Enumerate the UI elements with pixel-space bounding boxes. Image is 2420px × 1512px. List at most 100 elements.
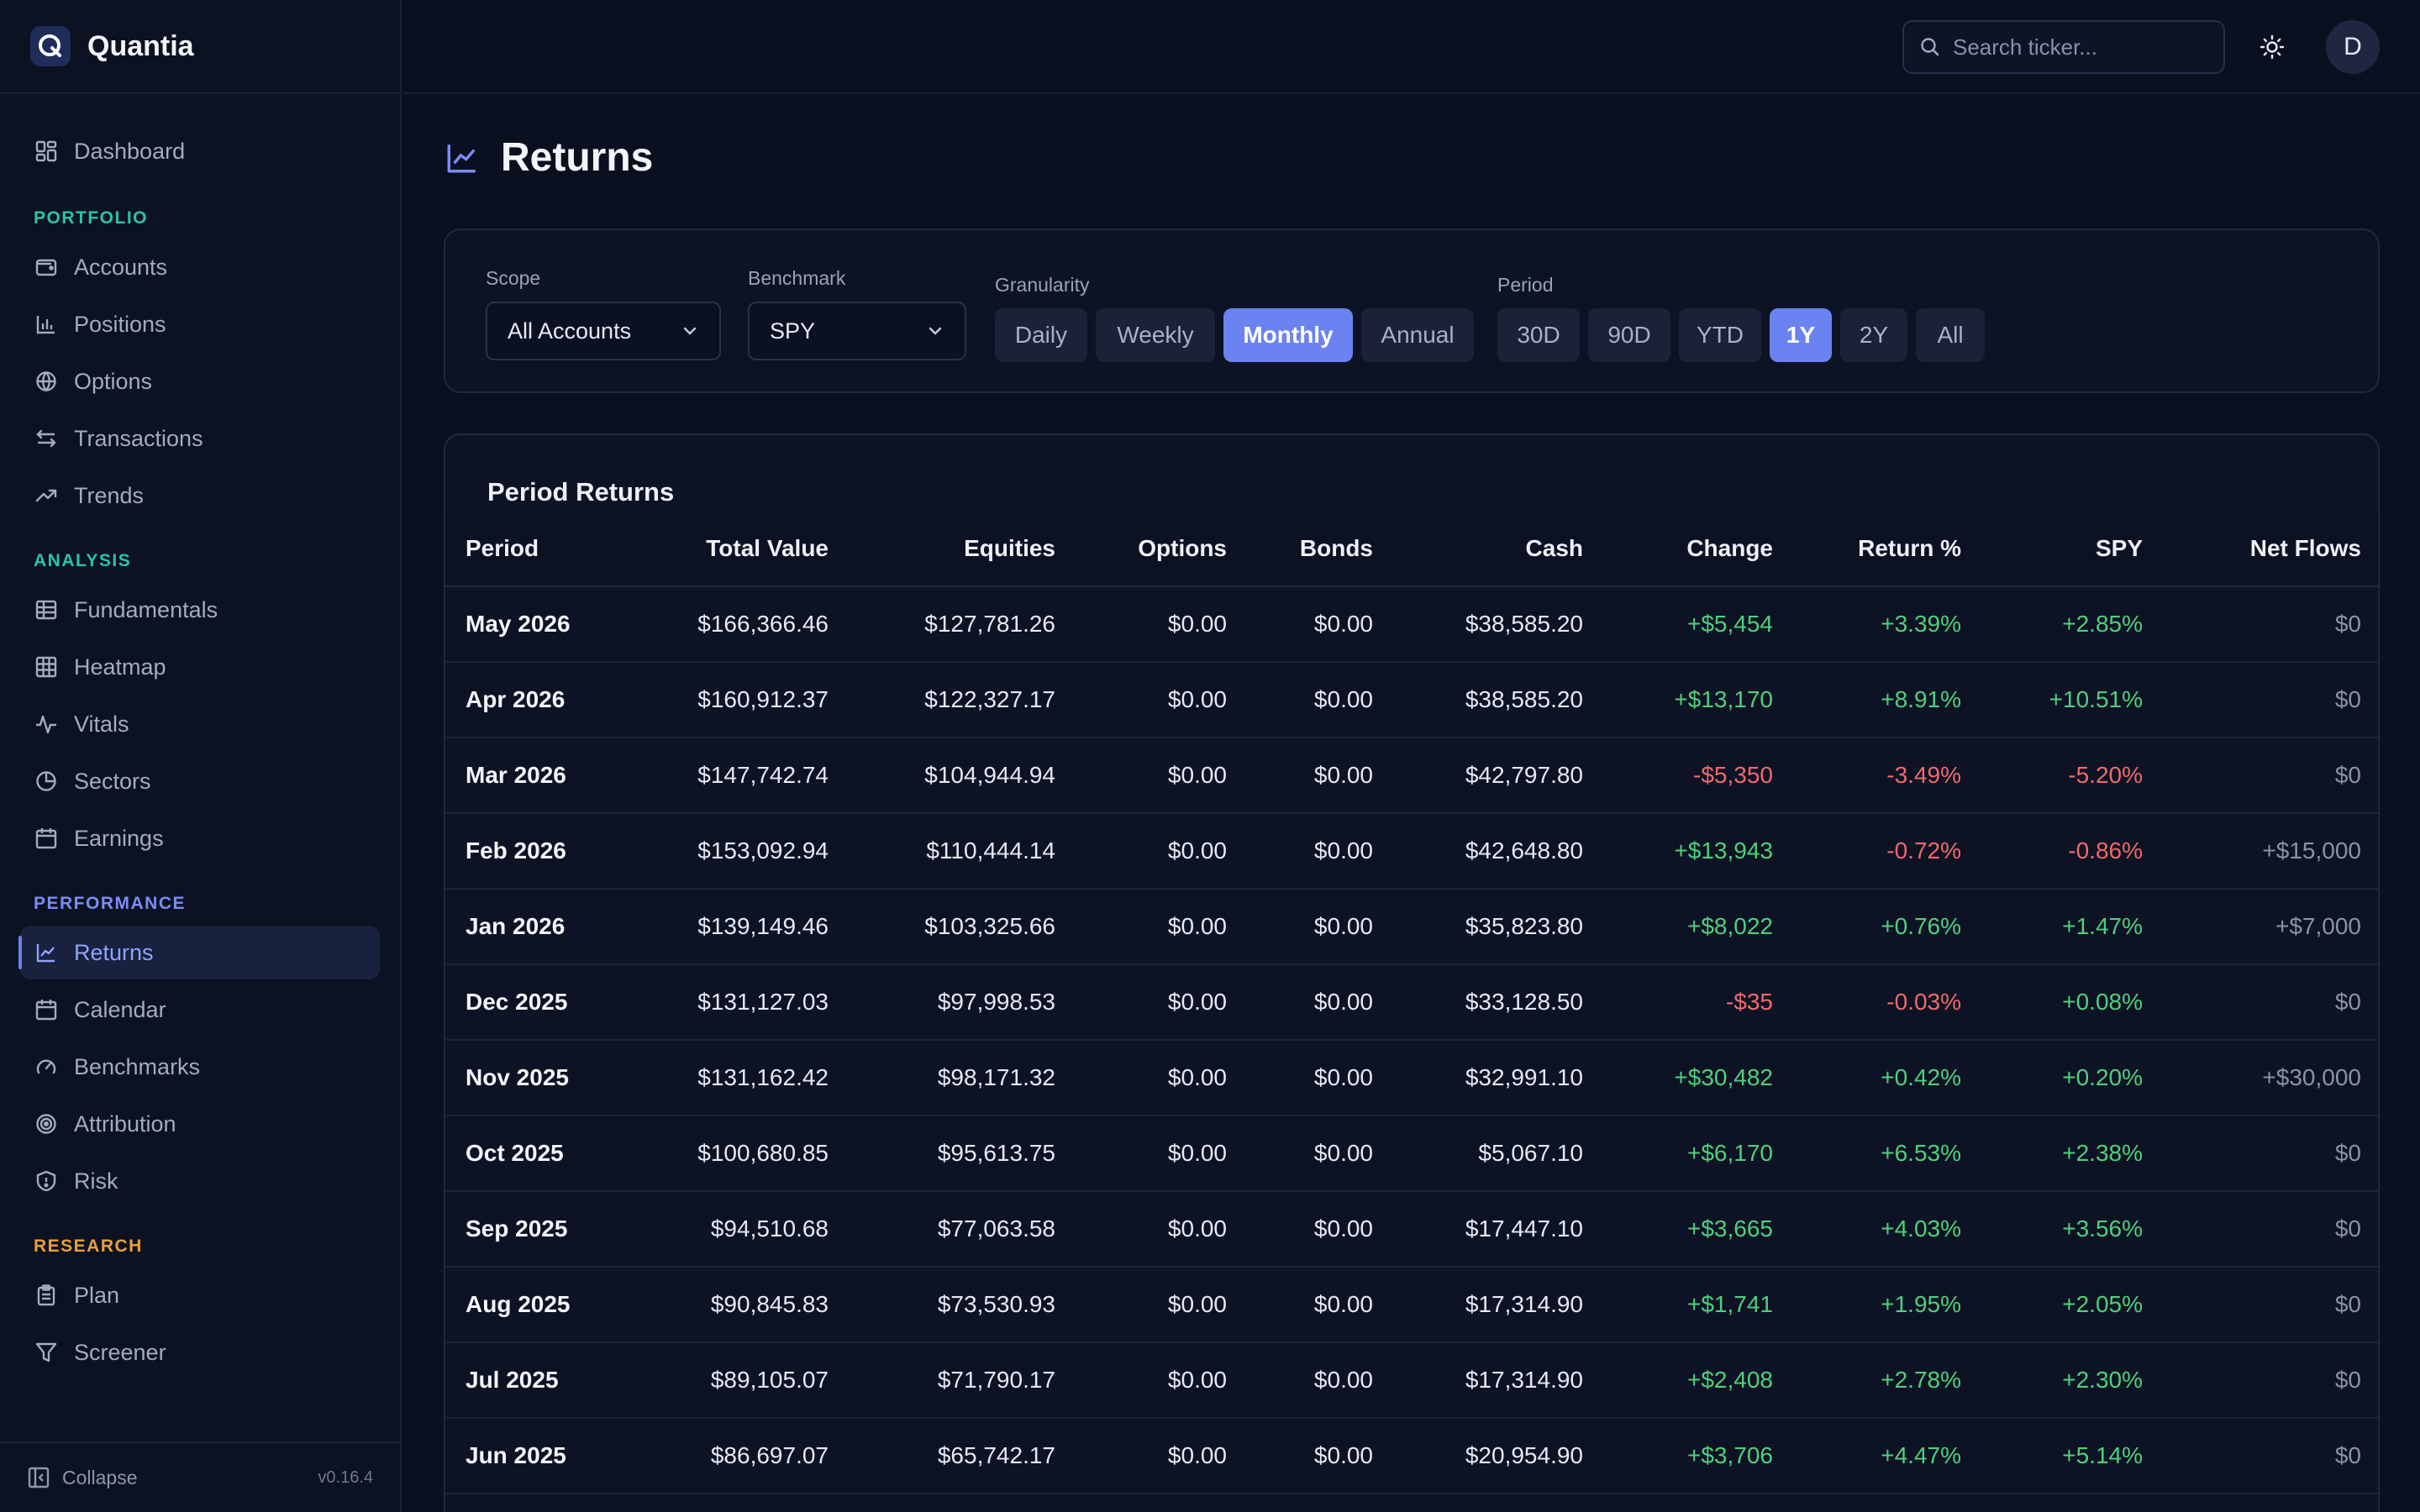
granularity-weekly-button[interactable]: Weekly <box>1096 308 1215 362</box>
benchmark-select[interactable]: SPY <box>748 302 966 360</box>
sidebar-item-dashboard[interactable]: Dashboard <box>20 124 380 178</box>
sidebar-item-attribution[interactable]: Attribution <box>20 1097 380 1151</box>
table-row[interactable]: Aug 2025 $90,845.83 $73,530.93 $0.00 $0.00 $1… <box>445 1267 2378 1343</box>
search-icon <box>1919 36 1941 58</box>
theme-toggle-button[interactable] <box>2252 27 2292 67</box>
cell-period: Sep 2025 <box>445 1191 622 1268</box>
period-all-button[interactable]: All <box>1916 308 1985 362</box>
sidebar-item-vitals[interactable]: Vitals <box>20 697 380 751</box>
column-header-bonds[interactable]: Bonds <box>1247 511 1393 587</box>
cell-options: $0.00 <box>1076 1267 1247 1343</box>
table-row[interactable]: Nov 2025 $131,162.42 $98,171.32 $0.00 $0.00 $… <box>445 1040 2378 1116</box>
sidebar-item-sectors[interactable]: Sectors <box>20 754 380 808</box>
column-header-return-pct[interactable]: Return % <box>1793 511 1981 587</box>
cell-period: May 2026 <box>445 586 622 663</box>
cell-change: +$6,170 <box>1603 1116 1793 1192</box>
cell-total-value: $166,366.46 <box>622 586 849 663</box>
column-header-net-flows[interactable]: Net Flows <box>2163 511 2378 587</box>
table-row[interactable]: Sep 2025 $94,510.68 $77,063.58 $0.00 $0.00 $1… <box>445 1191 2378 1268</box>
sidebar-item-trends[interactable]: Trends <box>20 469 380 522</box>
sidebar-item-options[interactable]: Options <box>20 354 380 408</box>
arrows-swap-icon <box>34 426 59 451</box>
column-header-total-value[interactable]: Total Value <box>622 511 849 587</box>
dashboard-icon <box>34 139 59 164</box>
cell-net-flows: $0 <box>2163 1191 2378 1268</box>
column-header-options[interactable]: Options <box>1076 511 1247 587</box>
granularity-daily-button[interactable]: Daily <box>995 308 1087 362</box>
cell-cash: $33,128.50 <box>1393 964 1603 1041</box>
table-row[interactable]: Jan 2026 $139,149.46 $103,325.66 $0.00 $0.00… <box>445 889 2378 965</box>
collapse-button[interactable]: Collapse <box>27 1466 138 1489</box>
table-row[interactable]: Apr 2026 $160,912.37 $122,327.17 $0.00 $0.00… <box>445 662 2378 738</box>
cell-options: $0.00 <box>1076 964 1247 1041</box>
sidebar-item-label: Options <box>74 368 153 394</box>
cell-spy: +5.14% <box>1981 1418 2163 1494</box>
period-90d-button[interactable]: 90D <box>1588 308 1670 362</box>
user-avatar[interactable]: D <box>2326 20 2380 74</box>
sidebar-item-label: Earnings <box>74 825 164 851</box>
cell-options: $0.00 <box>1076 1116 1247 1192</box>
table-row[interactable]: May 2026 $166,366.46 $127,781.26 $0.00 $0.00… <box>445 586 2378 663</box>
cell-bonds: $0.00 <box>1247 1418 1393 1494</box>
sidebar-item-earnings[interactable]: Earnings <box>20 811 380 865</box>
period-returns-card: Period Returns Period Total Value Equities… <box>444 433 2380 1512</box>
cell-cash: $42,797.80 <box>1393 738 1603 814</box>
cell-equities: $73,530.93 <box>849 1267 1076 1343</box>
period-1y-button[interactable]: 1Y <box>1770 308 1832 362</box>
sidebar-item-benchmarks[interactable]: Benchmarks <box>20 1040 380 1094</box>
cell-change: +$8,022 <box>1603 889 1793 965</box>
sidebar-item-risk[interactable]: Risk <box>20 1154 380 1208</box>
cell-spy: +3.56% <box>1981 1191 2163 1268</box>
sidebar-item-accounts[interactable]: Accounts <box>20 240 380 294</box>
cell-return-pct: +6.53% <box>1793 1116 1981 1192</box>
brand[interactable]: Quantia <box>0 0 400 94</box>
cell-net-flows: $0 <box>2163 1418 2378 1494</box>
table-row[interactable]: Oct 2025 $100,680.85 $95,613.75 $0.00 $0.00 $… <box>445 1116 2378 1192</box>
sidebar-item-calendar[interactable]: Calendar <box>20 983 380 1037</box>
sidebar-item-heatmap[interactable]: Heatmap <box>20 640 380 694</box>
page-heading: Returns <box>501 135 654 180</box>
cell-bonds: $0.00 <box>1247 1342 1393 1419</box>
table-row[interactable]: Mar 2026 $147,742.74 $104,944.94 $0.00 $0.00… <box>445 738 2378 814</box>
cell-cash: $17,447.10 <box>1393 1191 1603 1268</box>
globe-icon <box>34 369 59 394</box>
sidebar-item-label: Dashboard <box>74 138 186 164</box>
cell-options: $0.00 <box>1076 813 1247 890</box>
granularity-monthly-button[interactable]: Monthly <box>1223 308 1353 362</box>
cell-cash: $17,314.90 <box>1393 1267 1603 1343</box>
period-2y-button[interactable]: 2Y <box>1840 308 1907 362</box>
search-input[interactable] <box>1953 34 2205 60</box>
period-segmented-control: 30D 90D YTD 1Y 2Y All <box>1497 308 1985 362</box>
column-header-period[interactable]: Period <box>445 511 622 587</box>
table-row[interactable]: Dec 2025 $131,127.03 $97,998.53 $0.00 $0.00 $… <box>445 964 2378 1041</box>
table-row[interactable]: Jun 2025 $86,697.07 $65,742.17 $0.00 $0.00 $2… <box>445 1418 2378 1494</box>
calendar-icon <box>34 826 59 851</box>
granularity-annual-button[interactable]: Annual <box>1361 308 1474 362</box>
sidebar-item-plan[interactable]: Plan <box>20 1268 380 1322</box>
cell-net-flows: $0 <box>2163 586 2378 663</box>
quantia-logo-icon <box>30 26 71 66</box>
period-30d-button[interactable]: 30D <box>1497 308 1580 362</box>
cell-total-value: $100,680.85 <box>622 1116 849 1192</box>
column-header-equities[interactable]: Equities <box>849 511 1076 587</box>
column-header-spy[interactable]: SPY <box>1981 511 2163 587</box>
cell-options: $0.00 <box>1076 1191 1247 1268</box>
cell-spy: -5.20% <box>1981 738 2163 814</box>
cell-options: $0.00 <box>1076 889 1247 965</box>
sidebar-item-fundamentals[interactable]: Fundamentals <box>20 583 380 637</box>
column-header-change[interactable]: Change <box>1603 511 1793 587</box>
sidebar-item-screener[interactable]: Screener <box>20 1326 380 1379</box>
table-row[interactable]: Feb 2026 $153,092.94 $110,444.14 $0.00 $0.00… <box>445 813 2378 890</box>
sidebar-item-returns[interactable]: Returns <box>18 926 380 979</box>
period-ytd-button[interactable]: YTD <box>1679 308 1761 362</box>
column-header-cash[interactable]: Cash <box>1393 511 1603 587</box>
cell-net-flows: +$7,000 <box>2163 889 2378 965</box>
pie-chart-icon <box>34 769 59 794</box>
sidebar-item-transactions[interactable]: Transactions <box>20 412 380 465</box>
table-row[interactable]: Jul 2025 $89,105.07 $71,790.17 $0.00 $0.00 $1… <box>445 1342 2378 1419</box>
search-box[interactable] <box>1902 20 2225 74</box>
cell-cash: $32,991.10 <box>1393 1040 1603 1116</box>
scope-select[interactable]: All Accounts <box>486 302 721 360</box>
scope-value: All Accounts <box>508 318 632 344</box>
sidebar-item-positions[interactable]: Positions <box>20 297 380 351</box>
